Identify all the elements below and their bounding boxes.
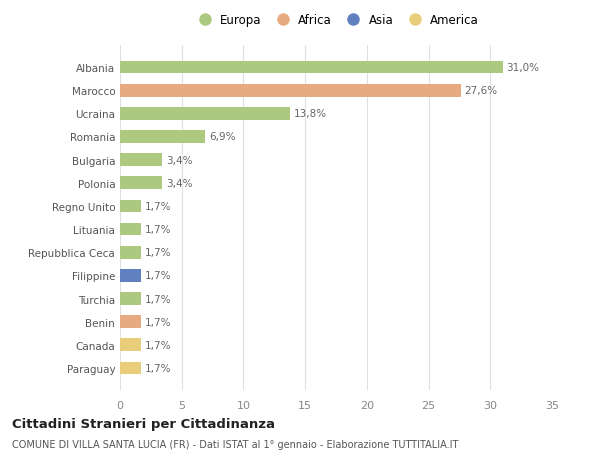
Text: 6,9%: 6,9%: [209, 132, 235, 142]
Text: 3,4%: 3,4%: [166, 179, 192, 188]
Bar: [120, 246, 141, 259]
Bar: [120, 362, 141, 375]
Bar: [120, 84, 461, 97]
Bar: [120, 177, 162, 190]
Text: 31,0%: 31,0%: [506, 63, 539, 73]
Text: 13,8%: 13,8%: [294, 109, 327, 119]
Bar: [120, 339, 141, 352]
Bar: [120, 154, 162, 167]
Text: 1,7%: 1,7%: [145, 271, 171, 281]
Bar: [120, 292, 141, 305]
Bar: [120, 316, 141, 328]
Bar: [120, 200, 141, 213]
Text: 1,7%: 1,7%: [145, 248, 171, 257]
Text: 27,6%: 27,6%: [464, 86, 497, 96]
Text: 1,7%: 1,7%: [145, 224, 171, 235]
Text: 1,7%: 1,7%: [145, 340, 171, 350]
Text: Cittadini Stranieri per Cittadinanza: Cittadini Stranieri per Cittadinanza: [12, 417, 275, 430]
Text: 1,7%: 1,7%: [145, 202, 171, 212]
Bar: [120, 131, 205, 144]
Bar: [120, 223, 141, 236]
Text: COMUNE DI VILLA SANTA LUCIA (FR) - Dati ISTAT al 1° gennaio - Elaborazione TUTTI: COMUNE DI VILLA SANTA LUCIA (FR) - Dati …: [12, 440, 458, 449]
Text: 1,7%: 1,7%: [145, 363, 171, 373]
Bar: [120, 62, 503, 74]
Bar: [120, 269, 141, 282]
Bar: [120, 108, 290, 120]
Text: 1,7%: 1,7%: [145, 294, 171, 304]
Text: 3,4%: 3,4%: [166, 155, 192, 165]
Text: 1,7%: 1,7%: [145, 317, 171, 327]
Legend: Europa, Africa, Asia, America: Europa, Africa, Asia, America: [190, 11, 482, 30]
